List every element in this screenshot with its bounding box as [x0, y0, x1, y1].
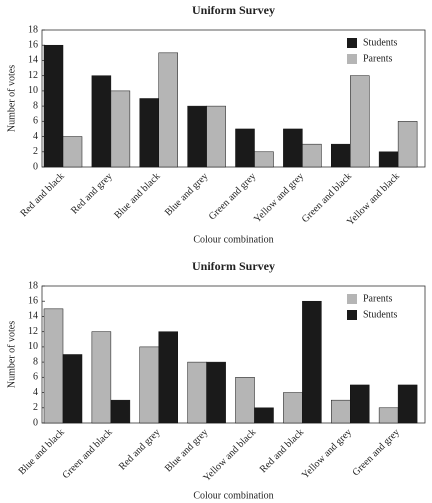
bar — [139, 98, 159, 168]
x-tick-label: Red and grey — [117, 427, 162, 472]
x-tick-label: Red and black — [19, 171, 67, 219]
y-tick-label: 6 — [33, 372, 38, 383]
chart-title: Uniform Survey — [192, 3, 275, 17]
y-tick-label: 2 — [33, 146, 38, 157]
bar — [254, 407, 274, 424]
bar — [43, 44, 64, 168]
y-axis-label: Number of votes — [6, 65, 17, 132]
legend-swatch — [347, 54, 357, 64]
x-tick-label: Red and grey — [69, 171, 114, 216]
y-tick-label: 8 — [33, 356, 38, 367]
y-tick-label: 16 — [28, 296, 38, 307]
y-tick-label: 10 — [28, 85, 38, 96]
bar — [397, 121, 418, 168]
chart: Uniform Survey Number of votes Colour comb… — [6, 259, 426, 501]
y-tick-label: 18 — [28, 24, 38, 35]
bar — [331, 143, 351, 168]
bar — [158, 331, 178, 424]
x-tick-label: Blue and grey — [163, 427, 210, 474]
y-tick-label: 0 — [33, 161, 38, 172]
plot-frame — [41, 29, 426, 168]
plot-frame — [41, 285, 426, 424]
x-axis-label: Colour combination — [193, 234, 273, 245]
x-tick-label: Green and grey — [351, 427, 402, 478]
x-tick-label: Green and black — [61, 427, 115, 481]
bar — [331, 399, 351, 424]
y-tick-label: 14 — [28, 55, 38, 66]
x-tick-label: Green and black — [300, 171, 354, 225]
bar — [235, 128, 255, 168]
bar — [254, 151, 274, 168]
y-tick-label: 14 — [28, 311, 38, 322]
y-tick-label: 4 — [33, 131, 38, 142]
y-tick-label: 16 — [28, 40, 38, 51]
x-tick-label: Red and black — [258, 427, 306, 475]
legend-swatch — [347, 310, 357, 320]
bar — [235, 377, 255, 424]
y-axis-label: Number of votes — [6, 321, 17, 388]
legend-swatch — [347, 38, 357, 48]
bar — [110, 90, 131, 168]
y-tick-label: 8 — [33, 100, 38, 111]
bar — [206, 361, 226, 424]
bar — [187, 105, 207, 168]
bar — [158, 52, 178, 168]
y-tick-label: 6 — [33, 116, 38, 127]
y-tick-label: 12 — [28, 326, 38, 337]
x-tick-label: Blue and black — [112, 171, 162, 221]
bar — [62, 136, 83, 168]
x-axis-label: Colour combination — [193, 490, 273, 501]
bar — [378, 407, 399, 424]
chart-title: Uniform Survey — [192, 259, 275, 273]
bar — [283, 128, 303, 168]
y-tick-label: 10 — [28, 341, 38, 352]
bar — [139, 346, 159, 424]
bar — [283, 392, 303, 424]
legend-label: Students — [363, 37, 398, 48]
bar — [397, 384, 418, 424]
y-tick-label: 0 — [33, 417, 38, 428]
y-tick-label: 2 — [33, 402, 38, 413]
x-tick-label: Yellow and black — [345, 171, 402, 228]
bar — [110, 399, 131, 424]
bar — [43, 308, 64, 424]
y-tick-label: 18 — [28, 280, 38, 291]
x-tick-label: Blue and black — [17, 427, 67, 477]
x-tick-label: Green and grey — [207, 171, 258, 222]
bar — [350, 75, 370, 168]
bar — [378, 151, 399, 168]
y-tick-label: 4 — [33, 387, 38, 398]
chart: Uniform Survey Number of votes Colour comb… — [6, 3, 426, 245]
bar — [91, 75, 112, 168]
legend-label: Parents — [363, 53, 393, 64]
x-tick-label: Yellow and grey — [300, 427, 354, 481]
x-tick-label: Yellow and grey — [252, 171, 306, 225]
bar — [350, 384, 370, 424]
bar — [206, 105, 226, 168]
bar — [302, 300, 322, 424]
legend-swatch — [347, 294, 357, 304]
bar — [91, 331, 112, 424]
x-tick-label: Blue and grey — [163, 171, 210, 218]
bar — [62, 354, 83, 424]
legend-label: Students — [363, 309, 398, 320]
x-tick-label: Yellow and black — [201, 427, 258, 484]
bar — [302, 143, 322, 168]
bar — [187, 361, 207, 424]
legend-label: Parents — [363, 293, 393, 304]
y-tick-label: 12 — [28, 70, 38, 81]
